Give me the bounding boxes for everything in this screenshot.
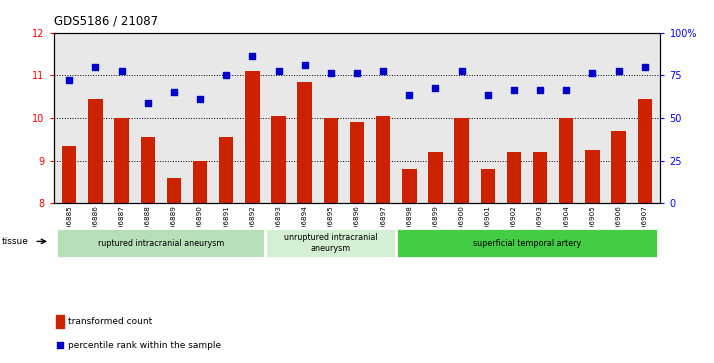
- Point: [221, 72, 232, 78]
- Point: [560, 87, 572, 93]
- Bar: [559, 118, 573, 203]
- Bar: [481, 169, 495, 203]
- Point: [403, 91, 415, 97]
- Point: [430, 85, 441, 91]
- Bar: [638, 99, 652, 203]
- Point: [482, 91, 493, 97]
- Bar: [114, 118, 129, 203]
- Bar: [507, 152, 521, 203]
- Text: superficial temporal artery: superficial temporal artery: [473, 239, 581, 248]
- Text: unruptured intracranial
aneurysm: unruptured intracranial aneurysm: [284, 233, 378, 253]
- Point: [378, 68, 389, 74]
- Bar: [611, 131, 625, 203]
- Point: [64, 77, 75, 82]
- Point: [142, 100, 154, 106]
- Bar: [350, 122, 364, 203]
- Bar: [585, 150, 600, 203]
- Point: [273, 68, 284, 74]
- FancyBboxPatch shape: [266, 228, 396, 258]
- Point: [90, 64, 101, 70]
- Bar: [376, 116, 391, 203]
- Bar: [141, 137, 155, 203]
- Bar: [454, 118, 469, 203]
- Text: percentile rank within the sample: percentile rank within the sample: [69, 341, 221, 350]
- Point: [246, 53, 258, 59]
- Text: GDS5186 / 21087: GDS5186 / 21087: [54, 15, 158, 28]
- Bar: [402, 169, 416, 203]
- FancyBboxPatch shape: [56, 228, 266, 258]
- Bar: [166, 178, 181, 203]
- Text: ruptured intracranial aneurysm: ruptured intracranial aneurysm: [98, 239, 224, 248]
- Bar: [56, 315, 64, 329]
- Point: [325, 70, 336, 76]
- Bar: [219, 137, 233, 203]
- Point: [534, 87, 545, 93]
- Bar: [89, 99, 103, 203]
- Bar: [62, 146, 76, 203]
- Point: [587, 70, 598, 76]
- Text: transformed count: transformed count: [69, 317, 153, 326]
- Point: [456, 68, 468, 74]
- Point: [169, 90, 180, 95]
- Text: tissue: tissue: [1, 237, 29, 246]
- Bar: [298, 82, 312, 203]
- Bar: [533, 152, 548, 203]
- Bar: [323, 118, 338, 203]
- FancyBboxPatch shape: [396, 228, 658, 258]
- Point: [194, 96, 206, 102]
- Bar: [193, 160, 207, 203]
- Point: [116, 68, 127, 74]
- Point: [299, 62, 311, 68]
- Point: [639, 64, 650, 70]
- Point: [613, 68, 624, 74]
- Point: [301, 235, 313, 241]
- Bar: [271, 116, 286, 203]
- Point: [351, 70, 363, 76]
- Point: [508, 87, 520, 93]
- Bar: [428, 152, 443, 203]
- Bar: [245, 71, 260, 203]
